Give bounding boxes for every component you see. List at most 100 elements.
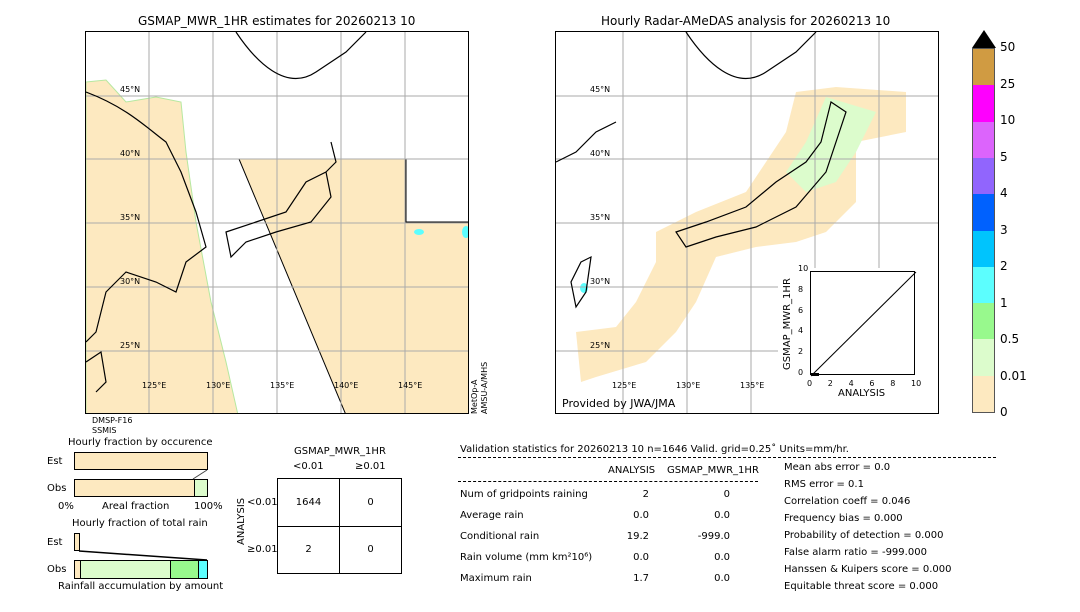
colorbar-tick-label: 1 (1000, 295, 1008, 310)
obs-occurrence-bar (74, 479, 208, 497)
axis-label: Areal fraction (102, 501, 170, 512)
stat-analysis: 1.7 (633, 573, 649, 584)
est-label: Est (47, 456, 63, 467)
rain-patch (414, 229, 424, 235)
stat-gsmap: 0.0 (714, 510, 730, 521)
stat-label: Num of gridpoints raining (460, 489, 588, 500)
lat-label: 35°N (590, 213, 611, 222)
coastlines (556, 32, 847, 309)
colorbar-tick-label: 4 (1000, 186, 1008, 200)
lat-label: 35°N (120, 213, 141, 222)
colorbar-tick-label: 0.01 (1000, 368, 1027, 383)
contingency-title: GSMAP_MWR_1HR (294, 446, 386, 457)
stat-analysis: 0.0 (633, 510, 649, 521)
x-tick-label: 4 (848, 379, 854, 388)
obs-rain-0.5 (170, 561, 199, 578)
connector (78, 550, 208, 561)
row-label: ≥0.01 (247, 544, 278, 555)
axis-min: 0% (58, 501, 74, 512)
lat-label: 25°N (590, 341, 611, 350)
sensor-right: MetOp-A AMSU-A/MHS (470, 361, 489, 414)
colorbar-bin (973, 266, 994, 304)
colorbar-tick-label: 3 (1000, 222, 1008, 237)
stat-analysis: 2 (642, 489, 649, 500)
divider (458, 481, 758, 482)
obs-rain-0.01 (80, 561, 171, 578)
obs-rain-1 (198, 561, 207, 578)
lat-label: 30°N (120, 277, 141, 286)
totalrain-title: Hourly fraction of total rain (72, 518, 208, 529)
obs-label: Obs (47, 483, 67, 494)
colorbar-tick-label: 2 (1000, 259, 1008, 273)
col-label: ≥0.01 (355, 461, 386, 472)
scatter-graphics (810, 271, 917, 377)
colorbar-tick-label: 0 (1000, 405, 1008, 419)
lon-label: 125°E (612, 381, 637, 390)
score: False alarm ratio = -999.000 (784, 547, 927, 558)
est-label: Est (47, 537, 63, 548)
lat-label: 30°N (590, 277, 611, 286)
stat-gsmap: 0.0 (714, 552, 730, 563)
obs-rain-bar (74, 560, 208, 579)
stat-analysis: 19.2 (626, 531, 649, 542)
stat-label: Conditional rain (460, 531, 540, 542)
light-rain-area (786, 97, 876, 192)
stat-gsmap: 0.0 (714, 573, 730, 584)
connector (192, 469, 208, 480)
lat-label: 45°N (120, 85, 141, 94)
axis-max: 100% (194, 501, 223, 512)
col-label: <0.01 (293, 461, 324, 472)
stats-header: Validation statistics for 20260213 10 n=… (460, 444, 849, 455)
cell: 0 (367, 544, 374, 555)
x-tick-label: 2 (827, 379, 833, 388)
est-rain-bar (74, 533, 80, 551)
one-to-one-line (810, 271, 917, 377)
y-tick-label: 6 (798, 305, 804, 315)
estimate-rain-region-west (86, 79, 239, 413)
coastlines (86, 32, 367, 393)
stat-label: Maximum rain (460, 573, 532, 584)
cell: 2 (305, 544, 312, 555)
colorbar-bin (973, 302, 994, 340)
credit: Provided by JWA/JMA (562, 397, 676, 410)
colorbar-tick-label: 0.5 (1000, 332, 1020, 346)
colorbar-bin (973, 84, 994, 122)
divider (458, 457, 996, 458)
left-map-graphics (86, 32, 468, 413)
lon-label: 130°E (676, 381, 701, 390)
score: RMS error = 0.1 (784, 479, 864, 490)
y-tick-label: 2 (798, 347, 804, 357)
colorbar-bin (973, 230, 994, 267)
lon-label: 135°E (740, 381, 765, 390)
est-occurrence-bar (74, 452, 208, 470)
x-tick-label: 6 (869, 379, 875, 388)
cell: 1644 (295, 497, 322, 508)
stat-analysis: 0.0 (633, 552, 649, 563)
lon-label: 145°E (398, 381, 423, 390)
lon-label: 140°E (334, 381, 359, 390)
colorbar-bin (973, 157, 994, 195)
colorbar-bin (973, 48, 994, 86)
col-analysis: ANALYSIS (608, 465, 656, 476)
lat-label: 40°N (120, 149, 141, 158)
row-title: ANALYSIS (236, 497, 247, 545)
obs-label: Obs (47, 564, 67, 575)
colorbar-bin (973, 121, 994, 158)
x-tick-label: 8 (890, 379, 896, 388)
stat-label: Rain volume (mm km²10⁶) (460, 552, 593, 563)
colorbar-bin (973, 375, 994, 412)
lon-label: 135°E (270, 381, 295, 390)
left-map-title: GSMAP_MWR_1HR estimates for 20260213 10 (138, 14, 416, 28)
rain-patch (462, 226, 468, 238)
row-label: <0.01 (247, 497, 278, 508)
scatter-xlabel: ANALYSIS (838, 388, 886, 399)
colorbar-bin (973, 193, 994, 231)
scatter-ylabel: GSMAP_MWR_1HR (782, 278, 793, 370)
colorbar (972, 48, 995, 413)
score: Probability of detection = 0.000 (784, 530, 944, 541)
scatter-plot (810, 271, 917, 377)
colorbar-extend-arrow (972, 30, 996, 48)
right-map-title: Hourly Radar-AMeDAS analysis for 2026021… (601, 14, 891, 28)
y-tick-label: 4 (798, 326, 804, 336)
x-tick-label: 10 (911, 379, 922, 388)
